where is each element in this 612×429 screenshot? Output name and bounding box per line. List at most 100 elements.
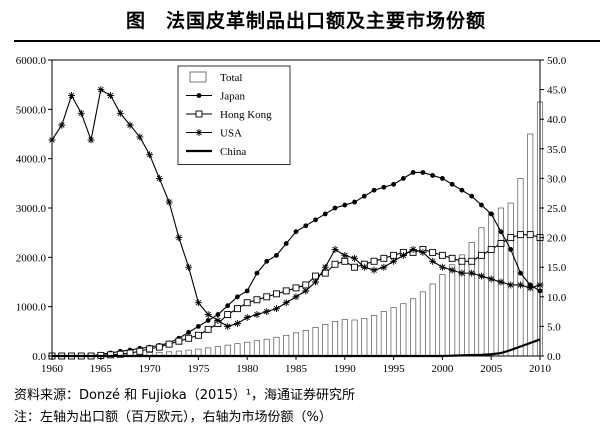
hong-kong-point (233, 305, 241, 313)
total-bar (390, 307, 397, 357)
x-axis-tick-label: 2005 (480, 363, 503, 375)
hong-kong-point (477, 251, 485, 259)
source-note: 资料来源：Donzé 和 Fujioka（2015）¹，海通证券研究所 (14, 388, 356, 403)
usa-point (516, 281, 524, 289)
export-share-chart: 0.0 1000.0 2000.0 3000.0 4000.0 5000.0 6000.0 0… (16, 55, 567, 375)
hong-kong-point (302, 281, 310, 289)
japan-point (361, 193, 367, 199)
hong-kong-point (146, 345, 154, 353)
usa-point (77, 109, 85, 117)
hong-kong-point (517, 231, 524, 239)
usa-point (409, 245, 417, 253)
total-bar (244, 341, 251, 357)
usa-point (438, 263, 446, 271)
total-bar (449, 264, 456, 357)
total-bar (253, 340, 260, 357)
usa-point (185, 263, 193, 271)
hong-kong-point (487, 245, 495, 253)
hong-kong-point (341, 257, 349, 265)
total-bar (273, 336, 280, 357)
japan-point (430, 173, 436, 178)
japan-point (400, 176, 406, 181)
usa-point (419, 248, 427, 256)
legend-swatch-total (189, 71, 207, 83)
japan-point (244, 288, 250, 294)
hong-kong-point (351, 263, 359, 271)
japan-point (322, 211, 328, 217)
japan-point (391, 181, 396, 187)
usa-point (214, 316, 222, 324)
right-axis-tick-label: 10.0 (547, 292, 567, 304)
hong-kong-point (380, 254, 388, 262)
x-axis-tick-label: 2000 (431, 363, 454, 375)
total-bar (361, 318, 368, 357)
hong-kong-point (165, 340, 173, 348)
japan-point (225, 303, 231, 309)
japan-point (196, 324, 201, 329)
left-axis-tick-label: 4000.0 (16, 154, 47, 166)
x-axis-tick-label: 1995 (383, 363, 406, 375)
total-bar (478, 227, 485, 357)
total-bar (341, 319, 348, 357)
total-bars (48, 101, 544, 357)
japan-point (186, 329, 192, 335)
usa-point (477, 272, 485, 280)
hong-kong-point (116, 350, 124, 358)
left-axis-tick-label: 0.0 (32, 351, 46, 363)
hong-kong-point (107, 351, 115, 359)
usa-point (321, 263, 329, 271)
total-bar (263, 338, 270, 357)
left-axis-tick-label: 6000.0 (16, 55, 47, 67)
x-axis-tick-label: 1985 (285, 363, 308, 375)
hong-kong-point (458, 257, 466, 265)
chart-title: 图 法国皮革制品出口额及主要市场份额 (125, 10, 486, 32)
left-axis-tick-label: 3000.0 (16, 203, 47, 215)
japan-point (498, 229, 504, 235)
usa-point (282, 299, 290, 307)
total-bar (507, 202, 514, 357)
japan-point (352, 199, 357, 205)
usa-point (497, 278, 505, 286)
total-bar (292, 332, 300, 357)
hong-kong-point (438, 251, 446, 259)
usa-point (126, 121, 134, 129)
x-axis-tick-label: 1975 (187, 363, 210, 375)
total-bar (322, 324, 329, 357)
hong-kong-point (194, 331, 202, 339)
right-axis-tick-label: 5.0 (547, 321, 561, 333)
japan-point (274, 252, 279, 258)
right-axis-tick-label: 45.0 (547, 85, 567, 97)
usa-point (107, 92, 115, 100)
japan-point (293, 229, 299, 235)
usa-point (331, 245, 339, 253)
usa-point (380, 263, 388, 271)
japan-point (410, 170, 416, 175)
usa-point (507, 281, 515, 289)
hong-kong-point (243, 299, 251, 307)
hong-kong-point (429, 248, 437, 256)
total-bar (312, 327, 319, 357)
legend-label: Hong Kong (220, 109, 272, 121)
x-axis-tick-label: 1960 (41, 363, 64, 375)
japan-point (332, 205, 338, 211)
total-bar (214, 346, 221, 357)
usa-point (370, 266, 378, 274)
usa-point (175, 234, 183, 242)
usa-point (341, 251, 349, 259)
total-bar (400, 303, 407, 357)
total-bar (234, 343, 241, 357)
usa-point (233, 319, 241, 327)
x-axis-tick-label: 1990 (334, 363, 357, 375)
hong-kong-point (468, 257, 476, 265)
axis-footnote: 注：左轴为出口额（百万欧元），右轴为市场份额（%） (14, 410, 332, 425)
plot-frame (51, 59, 541, 357)
hong-kong-point (331, 260, 339, 268)
hong-kong-point (136, 347, 144, 355)
japan-point (342, 202, 348, 208)
legend-label: Total (220, 72, 242, 84)
total-bar (283, 334, 290, 357)
japan-point (235, 294, 240, 300)
x-axis-tick-label: 1965 (90, 363, 113, 375)
total-bar (351, 319, 358, 357)
japan-point (440, 176, 445, 181)
